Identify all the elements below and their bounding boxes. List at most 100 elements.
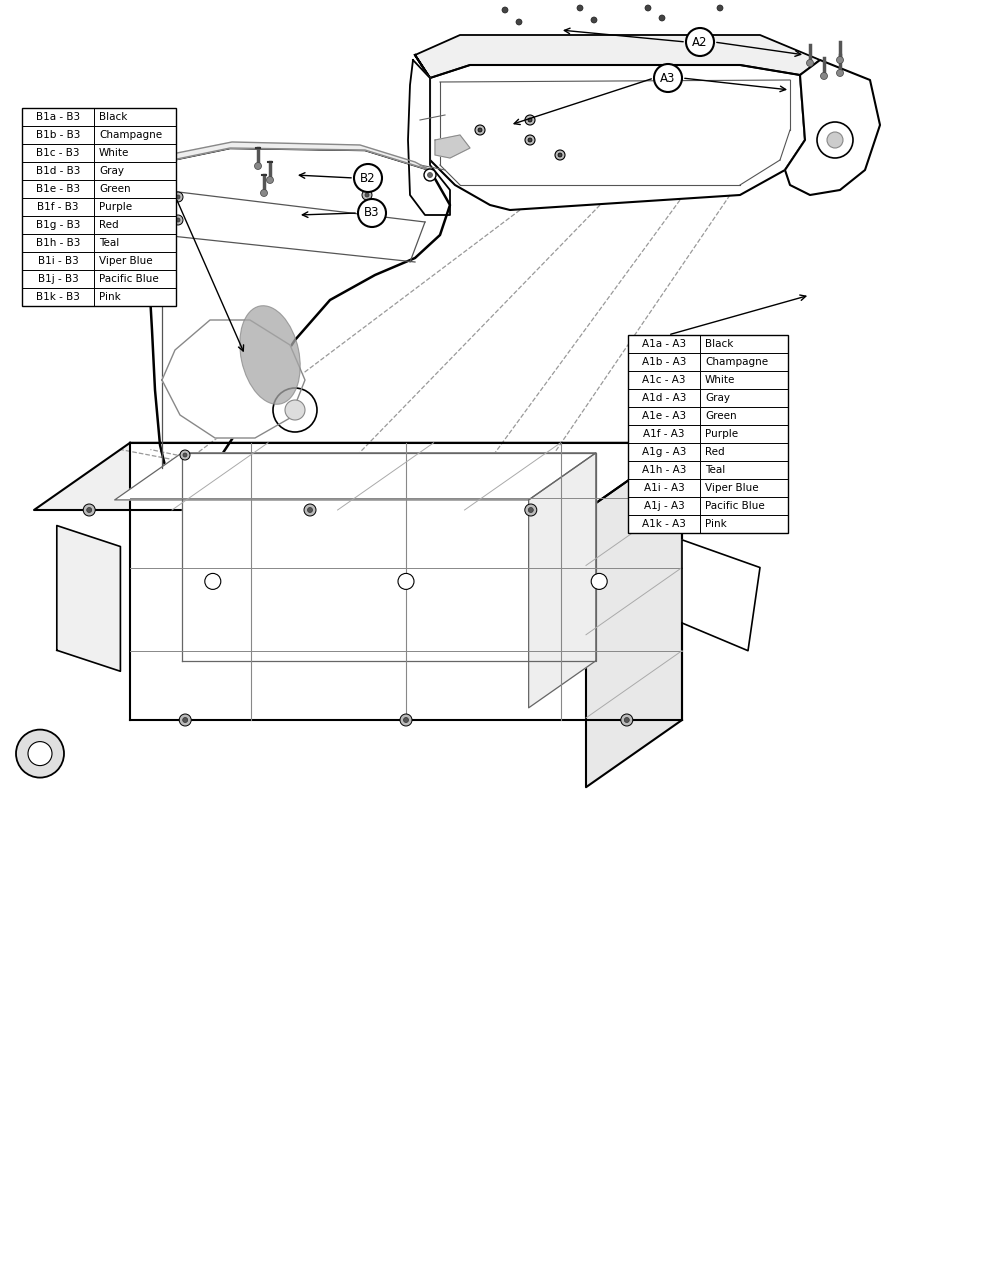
Text: A1e - A3: A1e - A3 (642, 411, 686, 421)
Circle shape (645, 5, 651, 11)
Circle shape (621, 715, 633, 726)
Text: A1d - A3: A1d - A3 (642, 393, 686, 403)
Circle shape (654, 65, 682, 92)
Circle shape (528, 118, 532, 122)
Polygon shape (34, 442, 682, 511)
Circle shape (254, 162, 262, 170)
Circle shape (273, 388, 317, 432)
Text: B1j - B3: B1j - B3 (38, 274, 78, 284)
Polygon shape (415, 54, 805, 210)
Circle shape (266, 176, 274, 184)
Circle shape (475, 125, 485, 136)
Circle shape (308, 508, 312, 512)
Circle shape (817, 122, 853, 158)
Circle shape (528, 138, 532, 142)
Circle shape (83, 504, 95, 516)
Text: B1a - B3: B1a - B3 (36, 111, 80, 122)
Circle shape (16, 730, 64, 778)
Circle shape (28, 741, 52, 765)
Text: Pacific Blue: Pacific Blue (99, 274, 159, 284)
Text: A3: A3 (660, 71, 676, 85)
Circle shape (686, 28, 714, 56)
Circle shape (362, 190, 372, 200)
Text: B1i - B3: B1i - B3 (38, 256, 78, 266)
Circle shape (183, 454, 187, 457)
Polygon shape (435, 136, 470, 158)
Circle shape (659, 15, 665, 22)
Polygon shape (586, 442, 682, 787)
Circle shape (555, 150, 565, 160)
Polygon shape (148, 142, 430, 170)
Text: Viper Blue: Viper Blue (99, 256, 153, 266)
Text: A1h - A3: A1h - A3 (642, 465, 686, 475)
Circle shape (363, 213, 367, 217)
Text: A1f - A3: A1f - A3 (643, 430, 685, 438)
Polygon shape (148, 148, 450, 495)
Text: Champagne: Champagne (705, 357, 768, 367)
Ellipse shape (240, 305, 300, 404)
Text: Green: Green (705, 411, 737, 421)
Text: B1d - B3: B1d - B3 (36, 166, 80, 176)
Circle shape (183, 717, 188, 722)
Circle shape (260, 190, 268, 196)
Polygon shape (57, 526, 120, 672)
Circle shape (360, 210, 370, 220)
Circle shape (478, 128, 482, 132)
Text: Red: Red (705, 447, 725, 457)
Text: White: White (705, 375, 735, 385)
Circle shape (176, 218, 180, 222)
Bar (628, 334, 788, 533)
Circle shape (558, 153, 562, 157)
Circle shape (354, 163, 382, 193)
Text: A1b - A3: A1b - A3 (642, 357, 686, 367)
Text: A1g - A3: A1g - A3 (642, 447, 686, 457)
Circle shape (806, 60, 814, 66)
Circle shape (591, 574, 607, 589)
Circle shape (304, 504, 316, 516)
Text: Purple: Purple (99, 201, 132, 212)
Text: B1g - B3: B1g - B3 (36, 220, 80, 231)
Circle shape (176, 195, 180, 199)
Circle shape (87, 508, 92, 512)
Text: B2: B2 (360, 171, 376, 185)
Text: B1h - B3: B1h - B3 (36, 238, 80, 248)
Circle shape (179, 715, 191, 726)
Text: Purple: Purple (705, 430, 738, 438)
Polygon shape (785, 60, 880, 195)
Text: Black: Black (99, 111, 127, 122)
Circle shape (624, 717, 629, 722)
Circle shape (424, 169, 436, 181)
Text: Pacific Blue: Pacific Blue (705, 500, 765, 511)
Circle shape (528, 508, 533, 512)
Text: Gray: Gray (705, 393, 730, 403)
Circle shape (173, 193, 183, 201)
Polygon shape (162, 321, 305, 438)
Text: Red: Red (99, 220, 119, 231)
Circle shape (525, 115, 535, 125)
Circle shape (836, 70, 844, 76)
Text: Pink: Pink (99, 291, 121, 302)
Circle shape (398, 574, 414, 589)
Text: Teal: Teal (99, 238, 119, 248)
Circle shape (836, 57, 844, 63)
Circle shape (358, 199, 386, 227)
Text: Gray: Gray (99, 166, 124, 176)
Text: A1j - A3: A1j - A3 (644, 500, 684, 511)
Text: Pink: Pink (705, 519, 727, 530)
Text: B1e - B3: B1e - B3 (36, 184, 80, 194)
Circle shape (717, 5, 723, 11)
Circle shape (285, 400, 305, 419)
Polygon shape (529, 452, 596, 708)
Text: B1b - B3: B1b - B3 (36, 131, 80, 139)
Text: Champagne: Champagne (99, 131, 162, 139)
Circle shape (577, 5, 583, 11)
Polygon shape (408, 60, 450, 215)
Circle shape (516, 19, 522, 25)
Text: Black: Black (705, 340, 733, 348)
Text: Viper Blue: Viper Blue (705, 483, 759, 493)
Text: Teal: Teal (705, 465, 725, 475)
Text: B1f - B3: B1f - B3 (37, 201, 79, 212)
Circle shape (827, 132, 843, 148)
Bar (22, 108, 176, 307)
Circle shape (205, 574, 221, 589)
